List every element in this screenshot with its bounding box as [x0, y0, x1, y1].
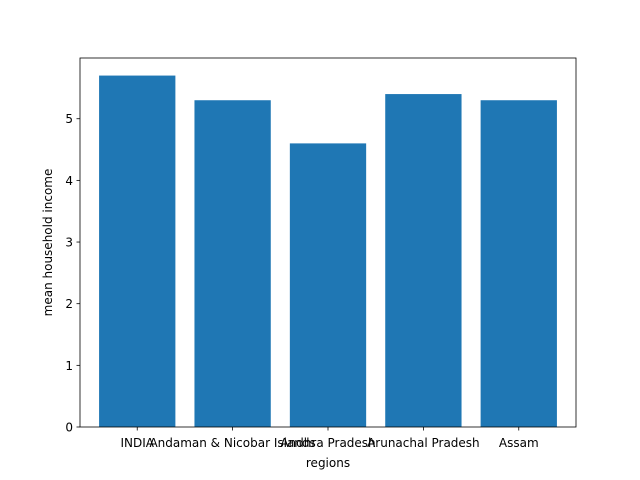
bar-0	[99, 75, 176, 428]
bar-1	[194, 100, 271, 427]
x-axis-label: regions	[306, 456, 350, 470]
y-tick-label: 4	[65, 174, 73, 188]
y-axis-ticks: 0 1 2 3 4 5	[65, 112, 80, 435]
x-tick-label: Arunachal Pradesh	[367, 436, 480, 450]
y-tick-label: 2	[65, 297, 73, 311]
x-tick-label: Assam	[499, 436, 539, 450]
plot-frame	[79, 57, 577, 428]
x-tick-label: Andhra Pradesh	[280, 436, 375, 450]
x-tick-label: INDIA	[120, 436, 154, 450]
y-axis-label: mean household income	[41, 169, 55, 317]
y-tick-label: 3	[65, 236, 73, 250]
bars-group	[99, 75, 557, 428]
bar-3	[385, 94, 462, 427]
bar-2	[289, 143, 367, 427]
y-tick-label: 1	[65, 359, 73, 373]
y-tick-label: 5	[65, 112, 73, 126]
bar-4	[480, 100, 557, 427]
y-tick-label: 0	[65, 421, 73, 435]
x-tick-label: Andaman & Nicobar Islands	[149, 436, 315, 450]
